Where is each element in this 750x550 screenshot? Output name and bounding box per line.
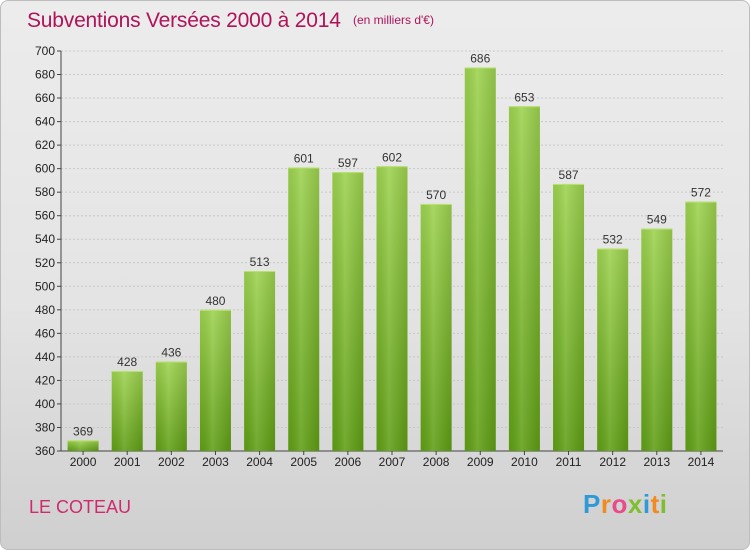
y-tick-label: 560 <box>35 209 55 223</box>
commune-name: LE COTEAU <box>29 497 132 517</box>
data-label: 513 <box>250 255 270 269</box>
data-label: 549 <box>647 213 667 227</box>
bar-shade <box>641 228 673 451</box>
y-tick-label: 680 <box>35 68 55 82</box>
y-tick-label: 600 <box>35 162 55 176</box>
bar-shade <box>553 183 585 452</box>
x-tick-label: 2007 <box>379 455 406 469</box>
data-label: 532 <box>603 233 623 247</box>
data-label: 570 <box>426 188 446 202</box>
y-tick-label: 360 <box>35 444 55 458</box>
x-tick-label: 2011 <box>556 455 582 469</box>
axes: 360 380 400 420 440 460 480 500 520 540 560 580 600 6… <box>35 44 723 469</box>
bars <box>67 67 717 452</box>
bar-shade <box>111 371 143 451</box>
x-tick-label: 2002 <box>158 455 185 469</box>
data-label: 686 <box>470 51 490 65</box>
bar-shade <box>199 309 231 451</box>
y-tick-label: 620 <box>35 138 55 152</box>
bar-shade <box>597 248 629 451</box>
logo-letter: o <box>611 489 628 519</box>
bar-shade <box>155 361 187 451</box>
y-tick-label: 660 <box>35 91 55 105</box>
data-label: 428 <box>117 355 137 369</box>
x-tick-label: 2014 <box>688 455 715 469</box>
x-tick-label: 2000 <box>70 455 97 469</box>
data-label: 602 <box>382 150 402 164</box>
y-tick-label: 380 <box>35 420 55 434</box>
y-tick-label: 440 <box>35 350 55 364</box>
data-label: 587 <box>559 168 579 182</box>
x-tick-label: 2009 <box>467 455 494 469</box>
data-label: 597 <box>338 156 358 170</box>
bar-shade <box>685 201 717 451</box>
y-tick-label: 480 <box>35 303 55 317</box>
y-tick-label: 540 <box>35 232 55 246</box>
y-tick-label: 460 <box>35 326 55 340</box>
data-label: 601 <box>294 151 314 165</box>
x-tick-label: 2010 <box>511 455 538 469</box>
bar-shade <box>244 271 276 451</box>
logo-letter: x <box>627 489 643 519</box>
x-tick-label: 2001 <box>114 455 141 469</box>
x-tick-label: 2013 <box>643 455 670 469</box>
x-tick-label: 2005 <box>290 455 317 469</box>
bar-shade <box>332 172 364 452</box>
x-tick-label: 2006 <box>335 455 362 469</box>
data-label: 369 <box>73 424 93 438</box>
bar-shade <box>508 106 540 451</box>
logo-letter: i <box>642 489 651 519</box>
bar-shade <box>464 67 496 452</box>
data-label: 653 <box>514 90 534 104</box>
chart-subtitle: (en milliers d'€) <box>353 13 434 27</box>
proxiti-logo: Proxiti <box>583 489 667 520</box>
logo-letter: i <box>659 489 668 519</box>
x-tick-label: 2012 <box>599 455 626 469</box>
logo-letter: P <box>583 489 601 519</box>
x-tick-label: 2003 <box>202 455 229 469</box>
data-label: 572 <box>691 186 711 200</box>
y-tick-label: 700 <box>35 44 55 58</box>
bar-shade <box>376 166 408 451</box>
bar-shade <box>420 203 452 451</box>
y-tick-label: 420 <box>35 373 55 387</box>
y-tick-label: 520 <box>35 256 55 270</box>
y-tick-label: 500 <box>35 279 55 293</box>
data-label: 436 <box>161 346 181 360</box>
chart-title: Subventions Versées 2000 à 2014 <box>27 9 341 32</box>
value-labels: 369 428 436 480 513 601 597 602 570 686 653 587 532 5… <box>73 51 711 438</box>
x-tick-label: 2008 <box>423 455 450 469</box>
data-label: 480 <box>205 294 225 308</box>
logo-letter: t <box>650 489 660 519</box>
bar-shade <box>67 440 99 451</box>
x-tick-label: 2004 <box>246 455 273 469</box>
y-tick-label: 400 <box>35 397 55 411</box>
y-tick-label: 580 <box>35 185 55 199</box>
bar-shade <box>288 167 320 451</box>
logo-letter: r <box>600 489 612 519</box>
y-tick-label: 640 <box>35 115 55 129</box>
